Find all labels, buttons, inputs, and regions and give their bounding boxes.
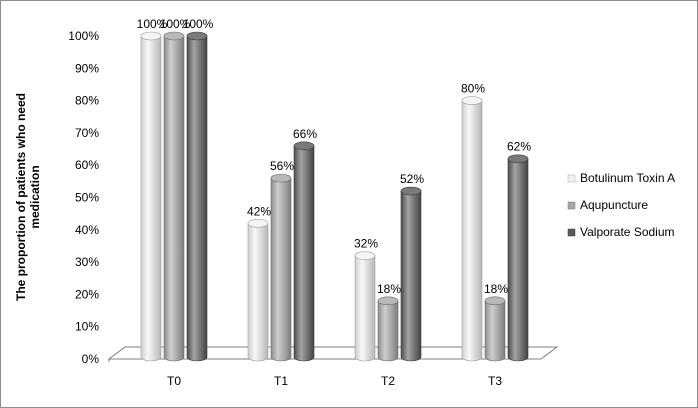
data-label: 32% [354,237,378,251]
bar-botulinum-toxin-a-t0 [140,31,162,362]
legend-label: Botulinum Toxin A [580,171,675,185]
y-tick-label: 10% [75,320,99,334]
legend-swatch [567,228,576,237]
bar-top [270,173,292,183]
y-tick-label: 70% [75,126,99,140]
bar-body [186,35,208,362]
bar-aqupuncture-t3 [484,296,506,362]
bar-top [507,154,529,164]
legend-label: Aqupuncture [580,198,648,212]
bar-aqupuncture-t0 [163,31,185,362]
y-tick-label: 30% [75,255,99,269]
x-tick-label: T2 [381,374,395,388]
y-tick-label: 90% [75,61,99,75]
bars [140,31,529,362]
legend-swatch [567,174,576,183]
y-tick-label: 100% [68,29,99,43]
bar-top [140,31,162,41]
data-label: 100% [160,17,191,31]
bar-body [461,100,483,362]
bar-top [163,31,185,41]
x-tick-label: T3 [488,374,502,388]
bar-top [247,219,269,228]
bar-valporate-sodium-t2 [400,186,422,362]
data-label: 66% [293,127,317,141]
data-label: 18% [484,282,508,296]
legend-swatch [567,201,576,210]
y-tick-label: 50% [75,191,99,205]
data-label: 100% [137,17,168,31]
legend-item-valporate-sodium: Valporate Sodium [567,225,675,239]
legend-item-botulinum-toxin-a: Botulinum Toxin A [567,171,675,185]
legend-item-aqupuncture: Aqupuncture [567,198,648,212]
bar-valporate-sodium-t0 [186,31,208,362]
y-tick-label: 20% [75,287,99,301]
bar-body [400,190,422,362]
legend-label: Valporate Sodium [580,225,675,239]
bar-aqupuncture-t1 [270,173,292,362]
bar-top [400,186,422,196]
y-axis-title: The proportion of patients who need medi… [14,93,42,301]
bar-top [354,251,376,260]
legend: Botulinum Toxin A Aqupuncture Valporate So… [567,171,675,239]
x-axis-ticks: T0 T1 T2 T3 [167,374,502,388]
bar-top [186,31,208,41]
bar-body [293,145,315,362]
y-axis-title-line1: The proportion of patients who need [14,93,28,301]
bar-body [247,223,269,362]
data-label: 62% [507,140,531,154]
x-tick-label: T0 [167,374,181,388]
data-label: 42% [247,204,271,218]
data-label: 52% [400,172,424,186]
y-axis-title-line2: medication [28,165,42,228]
bar-aqupuncture-t2 [377,296,399,362]
y-tick-label: 80% [75,94,99,108]
y-tick-label: 0% [82,352,100,366]
bar-botulinum-toxin-a-t1 [247,219,269,362]
bar-valporate-sodium-t1 [293,141,315,362]
y-axis-ticks: 0% 10% 20% 30% 40% 50% 60% 70% 80% 90% 100% [68,29,99,366]
data-label: 100% [183,17,214,31]
bar-body [140,35,162,362]
bar-botulinum-toxin-a-t2 [354,251,376,362]
bar-body [163,35,185,362]
bar-body [484,300,506,362]
bar-top [377,296,399,306]
data-label: 56% [270,159,294,173]
bar-body [270,177,292,362]
data-label: 80% [461,82,485,96]
data-labels: 100% 42% 32% 80% 100% 56% 18% 18% 100% 66% 52% 62% [137,17,532,296]
bar-top [461,96,483,105]
y-tick-label: 60% [75,158,99,172]
x-tick-label: T1 [274,374,288,388]
bar-top [484,296,506,306]
bar-body [507,158,529,362]
data-label: 18% [377,282,401,296]
bar-top [293,141,315,151]
bar-botulinum-toxin-a-t3 [461,96,483,362]
bar-body [377,300,399,362]
y-tick-label: 40% [75,223,99,237]
bar-valporate-sodium-t3 [507,154,529,362]
bar-body [354,255,376,362]
